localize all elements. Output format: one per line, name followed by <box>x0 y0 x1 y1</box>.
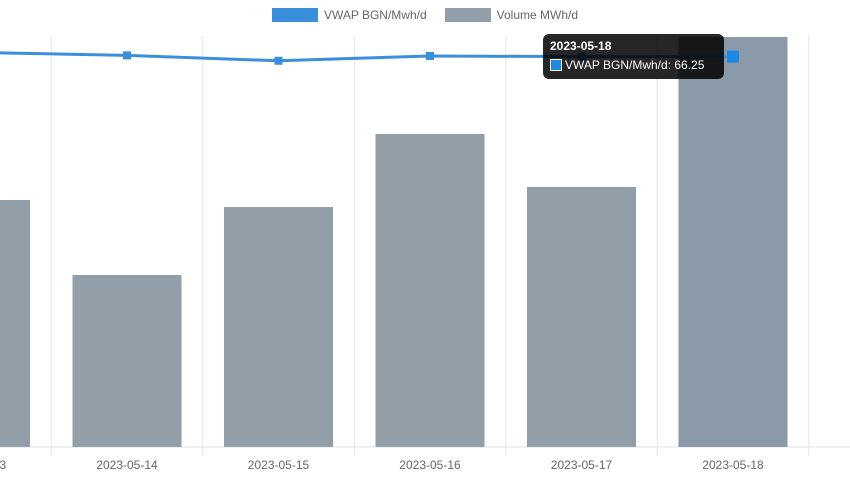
x-tick-label: 2023-05-13 <box>0 458 7 472</box>
tooltip-row: VWAP BGN/Mwh/d: 66.25 <box>550 58 717 72</box>
volume-bar <box>678 37 788 447</box>
x-tick-label: 2023-05-16 <box>399 458 461 472</box>
chart-legend: VWAP BGN/Mwh/d Volume MWh/d <box>0 8 850 22</box>
x-tick-label: 2023-05-14 <box>96 458 158 472</box>
volume-bar <box>224 207 333 447</box>
legend-swatch-vwap <box>271 8 318 22</box>
vwap-point <box>426 52 434 60</box>
volume-bar <box>72 275 182 447</box>
chart-tooltip: 2023-05-18 VWAP BGN/Mwh/d: 66.25 <box>543 34 724 79</box>
tooltip-title: 2023-05-18 <box>550 39 612 53</box>
x-tick-label: 2023-05-15 <box>248 458 310 472</box>
tooltip-label: VWAP BGN/Mwh/d: 66.25 <box>565 58 705 72</box>
vwap-point <box>274 56 283 65</box>
volume-bar <box>0 200 30 447</box>
legend-item-volume[interactable]: Volume MWh/d <box>444 8 579 22</box>
legend-swatch-volume <box>444 8 491 22</box>
volume-bar <box>527 187 636 447</box>
vwap-point <box>727 50 739 63</box>
x-tick-label: 2023-05-18 <box>702 458 764 472</box>
legend-label-volume: Volume MWh/d <box>496 8 579 22</box>
vwap-point <box>123 51 131 60</box>
legend-item-vwap[interactable]: VWAP BGN/Mwh/d <box>271 8 427 22</box>
volume-bar <box>375 134 485 447</box>
tooltip-swatch <box>550 59 562 71</box>
legend-label-vwap: VWAP BGN/Mwh/d <box>323 8 427 22</box>
x-tick-label: 2023-05-17 <box>551 458 613 472</box>
